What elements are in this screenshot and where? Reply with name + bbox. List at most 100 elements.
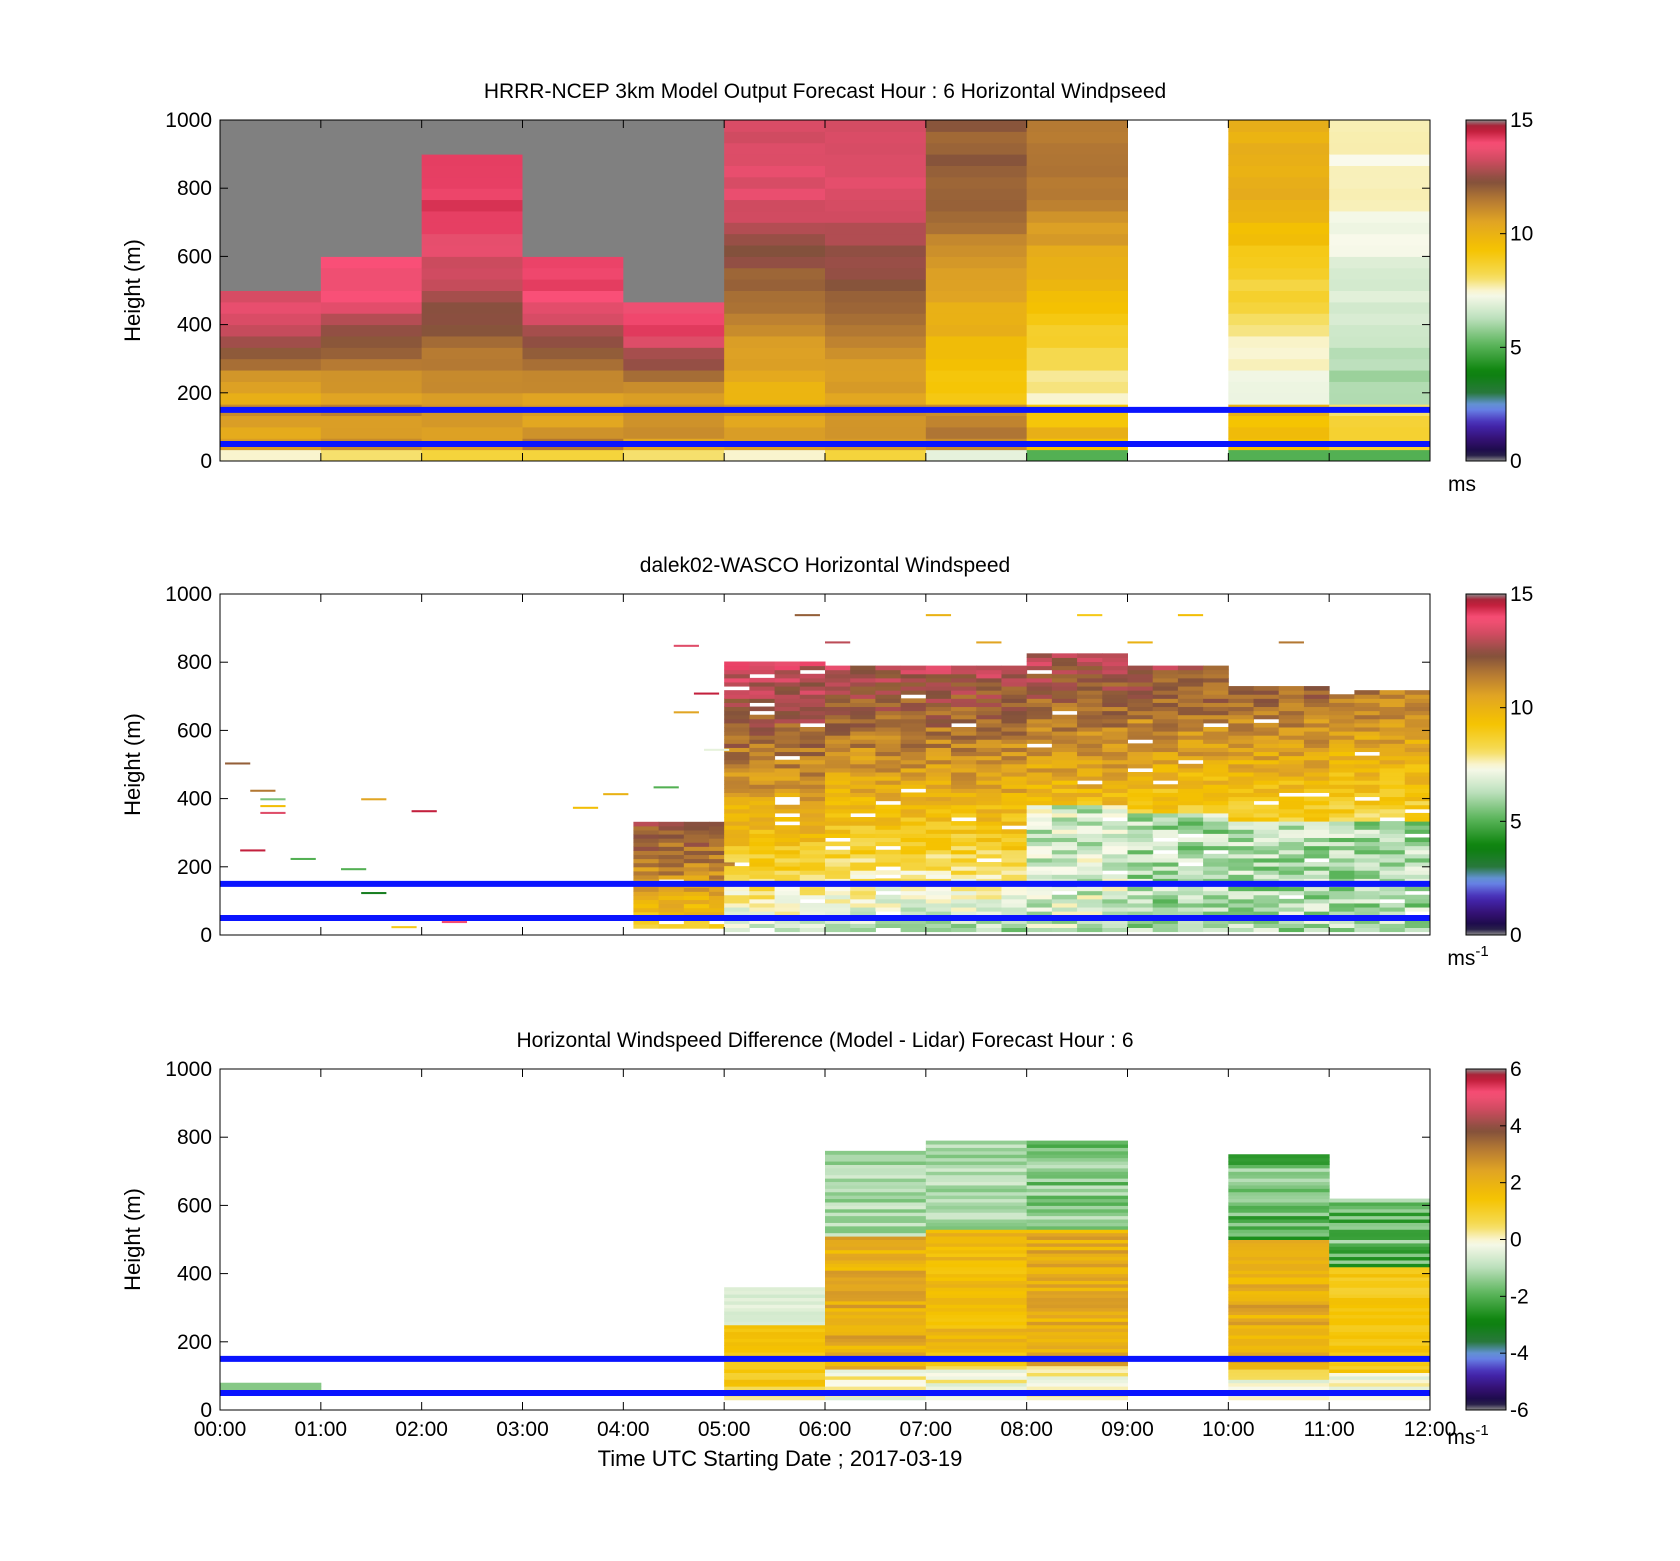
data-cell	[1102, 772, 1128, 777]
data-cell	[1228, 1341, 1330, 1346]
data-cell	[1051, 726, 1078, 732]
data-cell	[951, 878, 977, 883]
data-cell	[1177, 829, 1204, 834]
colorbar-tick-label: 0	[1510, 924, 1522, 947]
y-tick-label: 200	[177, 856, 212, 879]
data-cell	[1329, 788, 1355, 793]
data-cell	[749, 841, 776, 847]
data-cell	[1203, 772, 1229, 777]
data-cell	[1077, 853, 1103, 859]
data-cell	[951, 919, 977, 924]
data-cell	[1329, 1341, 1431, 1346]
data-cell	[1228, 1154, 1330, 1159]
data-cell	[925, 1232, 1028, 1237]
data-cell	[1228, 1331, 1330, 1336]
data-cell	[1102, 780, 1128, 785]
data-cell	[522, 449, 624, 462]
data-cell	[1303, 894, 1330, 900]
data-cell	[421, 165, 523, 178]
data-cell	[1228, 1212, 1330, 1217]
data-cell	[1026, 1348, 1128, 1353]
data-cell	[724, 878, 750, 883]
data-cell	[1001, 833, 1028, 838]
data-cell	[1026, 415, 1128, 428]
data-cell	[875, 722, 902, 728]
data-cell	[825, 792, 851, 798]
data-cell	[774, 927, 801, 933]
data-cell	[1127, 796, 1154, 802]
data-cell	[1026, 199, 1128, 212]
data-cell	[724, 923, 750, 928]
data-cell	[1228, 1294, 1330, 1298]
data-cell	[1253, 772, 1280, 777]
data-cell	[850, 927, 876, 933]
data-cell	[1102, 878, 1128, 883]
data-cell	[1001, 686, 1028, 691]
data-cell	[875, 841, 902, 847]
data-cell	[825, 1365, 927, 1370]
data-cell	[1152, 792, 1179, 798]
data-cell	[522, 210, 624, 223]
data-cell	[825, 154, 927, 166]
data-cell	[925, 776, 952, 781]
data-cell	[1001, 911, 1028, 916]
data-cell	[421, 222, 523, 235]
data-cell	[925, 1280, 1028, 1285]
data-cell	[799, 661, 826, 667]
data-cell	[976, 894, 1002, 900]
data-cell	[1379, 878, 1406, 883]
data-cell	[1152, 845, 1179, 851]
data-cell	[1203, 923, 1229, 928]
data-cell	[1051, 853, 1078, 859]
data-cell	[1303, 890, 1330, 896]
data-cell	[1026, 673, 1053, 679]
data-cell	[774, 857, 801, 863]
data-cell	[774, 911, 801, 916]
data-cell	[1051, 829, 1078, 834]
data-cell	[1329, 862, 1355, 867]
data-cell	[976, 841, 1002, 847]
y-tick-label: 400	[177, 788, 212, 811]
data-cell	[1152, 866, 1179, 871]
data-cell	[875, 907, 902, 912]
data-cell	[925, 751, 952, 757]
data-cell	[1203, 927, 1229, 933]
data-cell	[709, 854, 735, 860]
data-cell	[875, 772, 902, 777]
data-cell	[1026, 256, 1128, 269]
data-cell	[749, 890, 776, 896]
data-cell	[1329, 1236, 1431, 1240]
data-cell	[1001, 821, 1028, 826]
data-cell	[774, 694, 801, 699]
data-cell	[799, 763, 826, 769]
data-cell	[220, 199, 322, 212]
data-cell	[1026, 833, 1053, 838]
data-cell	[1177, 710, 1204, 716]
data-cell	[1329, 1259, 1431, 1264]
data-cell	[1253, 870, 1280, 875]
data-cell	[1152, 784, 1179, 789]
data-cell	[724, 911, 750, 916]
data-cell	[1228, 313, 1330, 326]
data-cell	[925, 1191, 1028, 1196]
data-cell	[1354, 923, 1381, 928]
data-cell	[1404, 751, 1431, 757]
data-cell	[1001, 722, 1028, 728]
data-cell	[724, 722, 750, 728]
data-cell	[976, 898, 1002, 904]
data-cell	[1026, 426, 1128, 439]
data-cell	[925, 347, 1028, 360]
data-cell	[749, 870, 776, 875]
data-cell	[522, 392, 624, 405]
data-cell	[925, 1198, 1028, 1203]
data-cell	[320, 324, 423, 337]
data-cell	[925, 694, 952, 699]
data-cell	[925, 686, 952, 691]
data-cell	[925, 837, 952, 843]
data-cell	[1404, 857, 1431, 863]
data-cell	[1102, 923, 1128, 928]
data-cell	[1001, 718, 1028, 724]
data-cell	[900, 796, 927, 802]
